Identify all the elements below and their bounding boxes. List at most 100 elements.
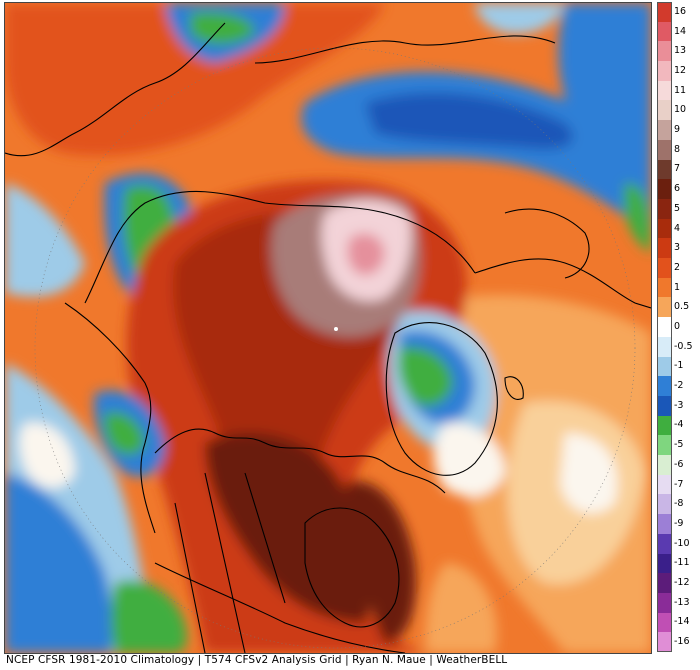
colorbar-label: 8 (674, 143, 681, 155)
colorbar-swatch (657, 21, 672, 42)
colorbar-label: -4 (674, 419, 684, 431)
coastlines (5, 22, 651, 653)
colorbar-swatch (657, 159, 672, 180)
colorbar-label: 2 (674, 261, 681, 273)
colorbar-label: 1 (674, 281, 681, 293)
colorbar-label: -2 (674, 380, 684, 392)
colorbar-swatch (657, 376, 672, 397)
colorbar-swatch (657, 297, 672, 318)
colorbar-label: -11 (674, 557, 690, 569)
colorbar-swatch (657, 120, 672, 141)
colorbar-swatch (657, 139, 672, 161)
island-svalbard (504, 376, 524, 400)
colorbar-label: 9 (674, 124, 681, 136)
colorbar-swatch (657, 573, 672, 594)
blue-anomaly-northeast (558, 3, 651, 183)
colorbar-label: -12 (674, 577, 690, 589)
green-anomaly-top (190, 11, 255, 45)
green-anomaly-northeast (624, 183, 651, 253)
colorbar-swatch (657, 395, 672, 417)
colorbar-swatch (657, 356, 672, 377)
colorbar-swatch (657, 592, 672, 614)
colorbar-swatch (657, 258, 672, 279)
colorbar-swatch (657, 474, 672, 495)
colorbar-label: -0.5 (674, 340, 693, 352)
temperature-anomaly-map (4, 2, 652, 654)
colorbar-swatch (657, 238, 672, 259)
colorbar-swatch (657, 41, 672, 62)
pink-anomaly-pole (347, 233, 385, 275)
colorbar-label: 10 (674, 104, 687, 116)
colorbar-label: -14 (674, 616, 690, 628)
coastline-arctic-canada (154, 428, 446, 494)
coastline-scandinavia (504, 208, 590, 279)
colorbar-swatch (657, 553, 672, 574)
coastline-asia-east (254, 35, 556, 64)
colorbar-label: -1 (674, 360, 684, 372)
colorbar-swatch (657, 198, 672, 220)
colorbar-label: -16 (674, 636, 690, 648)
colorbar-label: 16 (674, 5, 687, 17)
colorbar-label: -13 (674, 596, 690, 608)
colorbar-label: -9 (674, 517, 684, 529)
colorbar-swatch (657, 2, 672, 23)
light-blue-anomaly-top (475, 3, 565, 34)
colorbar-legend: 16 14 13 12 11 10 9 8 7 6 5 4 3 2 1 0.5 0 -0.5 -1 -2 -3 -4 -5 -… (655, 2, 700, 654)
dark-brown-anomaly-southeast (345, 481, 416, 643)
colorbar-label: 6 (674, 183, 681, 195)
colorbar-swatch (657, 336, 672, 358)
boundary-canada-us (154, 562, 406, 653)
colorbar-label: 13 (674, 45, 687, 57)
colorbar-swatch (657, 435, 672, 456)
colorbar-swatch (657, 277, 672, 298)
colorbar-label: -7 (674, 478, 684, 490)
coastline-north-pacific (5, 22, 226, 157)
colorbar-swatch (657, 218, 672, 239)
coastline-greenland (385, 322, 498, 476)
coastline-siberia (84, 190, 476, 304)
colorbar-swatch (657, 533, 672, 554)
pale-patch-south (425, 563, 497, 653)
colorbar-swatch (657, 415, 672, 436)
credit-text: NCEP CFSR 1981-2010 Climatology | T574 C… (6, 654, 508, 666)
colorbar-swatch (657, 494, 672, 515)
green-anomaly-alaska (103, 412, 145, 455)
green-anomaly-bc (111, 580, 187, 653)
coastline-alaska (64, 302, 156, 534)
colorbar-swatch (657, 80, 672, 101)
colorbar-label: 12 (674, 64, 687, 76)
colorbar-swatch (657, 100, 672, 121)
colorbar-label: 0 (674, 321, 681, 332)
colorbar-swatch (657, 514, 672, 535)
colorbar-label: 3 (674, 242, 681, 254)
map-canvas (5, 3, 651, 653)
dark-blue-anomaly-north (365, 92, 573, 150)
colorbar-swatch (657, 317, 672, 338)
colorbar-swatch (657, 61, 672, 82)
colorbar-label: -5 (674, 439, 684, 451)
coastline-hudson-bay (304, 507, 400, 628)
colorbar-label: -10 (674, 537, 690, 549)
colorbar-label: 11 (674, 84, 687, 96)
colorbar-label: 4 (674, 222, 681, 234)
latitude-circle (34, 47, 636, 649)
colorbar-swatch (657, 455, 672, 476)
colorbar-label: -3 (674, 399, 684, 411)
colorbar-label: -8 (674, 498, 684, 510)
light-blue-anomaly-far-west (5, 183, 85, 297)
north-pole-marker (334, 327, 338, 331)
colorbar-label: 14 (674, 25, 687, 37)
near-white-anomaly-pacific (19, 422, 75, 488)
green-anomaly-greenland (398, 347, 453, 407)
near-white-anomaly-greenland (433, 422, 505, 497)
near-white-patch-east (560, 433, 618, 514)
coastline-europe (474, 258, 651, 309)
boundary-provinces (174, 472, 286, 653)
colorbar-label: 7 (674, 163, 681, 175)
colorbar-swatch (657, 612, 672, 633)
colorbar-swatch (657, 632, 672, 653)
colorbar-label: 5 (674, 202, 681, 214)
colorbar-swatch (657, 179, 672, 200)
colorbar-label: 0.5 (674, 301, 690, 313)
colorbar-label: -6 (674, 458, 684, 470)
